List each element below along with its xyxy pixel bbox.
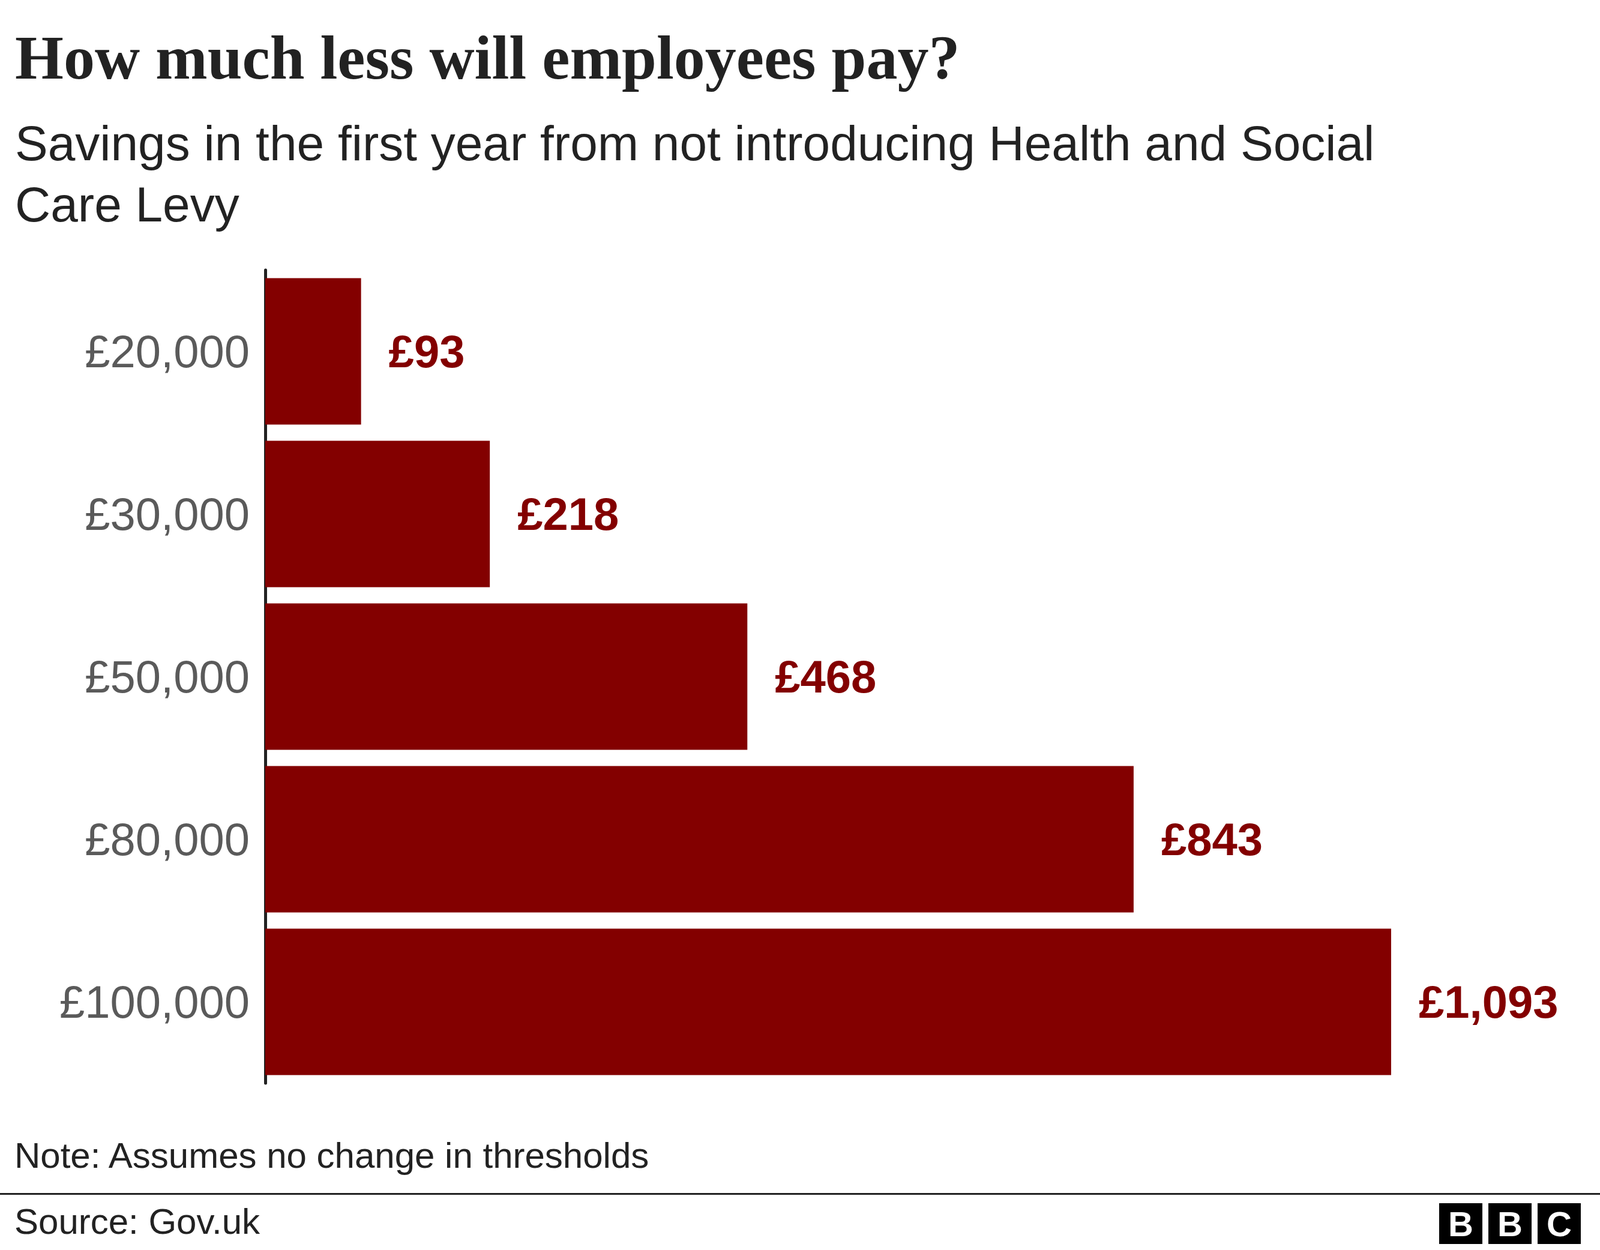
svg-text:£100,000: £100,000 bbox=[59, 976, 250, 1028]
svg-text:£468: £468 bbox=[774, 651, 877, 703]
svg-text:Source: Gov.uk: Source: Gov.uk bbox=[14, 1201, 261, 1242]
svg-text:£20,000: £20,000 bbox=[84, 325, 250, 377]
svg-text:Note: Assumes no change in thr: Note: Assumes no change in thresholds bbox=[14, 1135, 649, 1176]
svg-text:£50,000: £50,000 bbox=[84, 651, 250, 703]
svg-text:£218: £218 bbox=[517, 488, 619, 540]
svg-text:£80,000: £80,000 bbox=[84, 813, 250, 865]
svg-text:B: B bbox=[1448, 1204, 1474, 1244]
svg-text:B: B bbox=[1497, 1204, 1523, 1244]
svg-text:£93: £93 bbox=[388, 325, 466, 377]
svg-text:C: C bbox=[1546, 1204, 1572, 1244]
svg-text:£843: £843 bbox=[1161, 813, 1263, 865]
svg-text:Savings in the first year from: Savings in the first year from not intro… bbox=[15, 115, 1389, 171]
svg-text:£1,093: £1,093 bbox=[1418, 976, 1558, 1028]
svg-text:How much less will employees p: How much less will employees pay? bbox=[15, 22, 960, 92]
svg-text:£30,000: £30,000 bbox=[84, 488, 250, 540]
svg-text:Care Levy: Care Levy bbox=[15, 177, 240, 232]
